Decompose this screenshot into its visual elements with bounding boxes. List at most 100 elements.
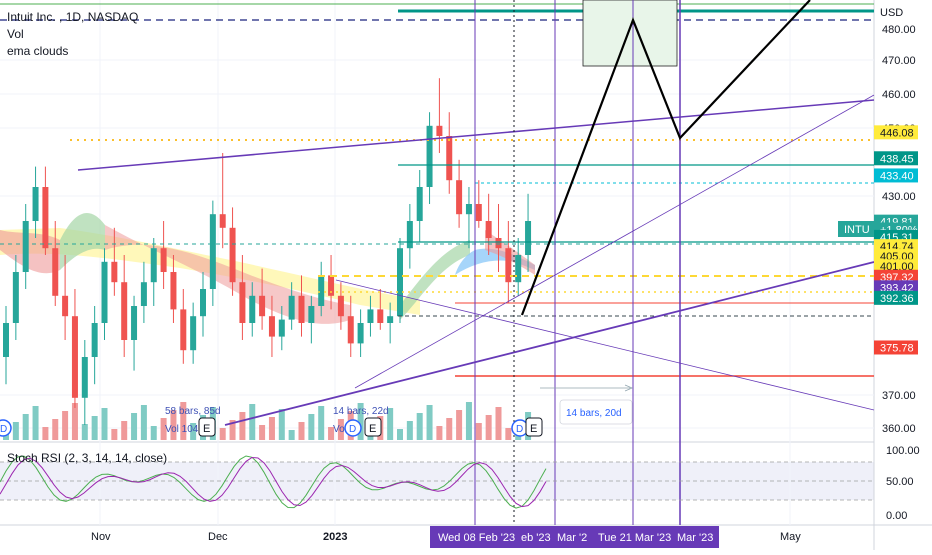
candle-body[interactable]: [121, 282, 128, 340]
candle-body[interactable]: [308, 306, 315, 323]
dividend-marker-1[interactable]: D: [0, 419, 12, 437]
dividend-marker-2[interactable]: D: [344, 419, 362, 437]
candle-body[interactable]: [150, 248, 157, 283]
candle-body[interactable]: [436, 125, 443, 136]
projection-box[interactable]: [582, 0, 678, 67]
candle-body[interactable]: [337, 295, 344, 317]
dividend-marker-3[interactable]: D: [511, 419, 529, 437]
candle-body[interactable]: [81, 357, 88, 398]
candle-body[interactable]: [406, 221, 413, 249]
price-tags: 446.08438.45433.40419.81+1.80%415.31414.…: [874, 125, 918, 355]
legend-stoch-rsi[interactable]: Stoch RSI (2, 3, 14, 14, close): [7, 451, 168, 465]
price-tag[interactable]: 375.78: [874, 340, 918, 355]
volume-bar: [505, 428, 512, 440]
candle-body[interactable]: [387, 316, 394, 323]
volume-bar: [406, 421, 413, 440]
candle-body[interactable]: [288, 295, 295, 320]
earnings-marker-3[interactable]: E: [525, 417, 543, 437]
earnings-marker-1[interactable]: E: [198, 417, 216, 437]
candle-body[interactable]: [465, 204, 472, 215]
candle-body[interactable]: [140, 282, 147, 306]
price-tag[interactable]: 392.36: [874, 290, 918, 305]
candle-body[interactable]: [131, 306, 138, 340]
trendline-top[interactable]: [77, 99, 875, 171]
candle-body[interactable]: [71, 316, 78, 398]
time-label-feb: eb '23: [521, 532, 551, 544]
candle-body[interactable]: [91, 323, 98, 357]
time-label-mar-1: Mar '2: [557, 532, 587, 544]
candle-body[interactable]: [111, 261, 118, 283]
candle-body[interactable]: [219, 214, 226, 228]
candle-body[interactable]: [278, 319, 285, 337]
price-tag[interactable]: 438.45: [874, 151, 918, 166]
candle-body[interactable]: [229, 227, 236, 283]
candle-body[interactable]: [22, 221, 29, 272]
price-tag[interactable]: 433.40: [874, 168, 918, 183]
candle-body[interactable]: [190, 316, 197, 351]
stoch-rsi-k-line: [0, 455, 547, 509]
volume-bar: [121, 421, 128, 440]
candle-body[interactable]: [239, 282, 246, 323]
candle-body[interactable]: [180, 309, 187, 351]
candle-body[interactable]: [3, 323, 9, 357]
candle-body[interactable]: [505, 248, 512, 283]
candle-body[interactable]: [318, 275, 325, 306]
volume-bar: [239, 412, 246, 440]
candle-body[interactable]: [259, 295, 266, 317]
legend-ema-clouds[interactable]: ema clouds: [7, 44, 69, 58]
candle-body[interactable]: [249, 295, 256, 323]
volume-bar: [288, 430, 295, 440]
trendline-mid-up[interactable]: [354, 94, 875, 389]
candle-body[interactable]: [485, 221, 492, 238]
volume-bar: [170, 410, 177, 440]
projection-path[interactable]: [520, 0, 811, 316]
candle-body[interactable]: [32, 187, 39, 221]
earnings-marker-2[interactable]: E: [364, 417, 382, 437]
candle-body[interactable]: [209, 214, 216, 289]
candle-body[interactable]: [495, 238, 502, 249]
volume-bar: [131, 413, 138, 440]
candle-body[interactable]: [475, 204, 482, 221]
candle-body[interactable]: [52, 248, 59, 296]
candlesticks[interactable]: [3, 78, 532, 425]
candle-body[interactable]: [515, 255, 522, 283]
candle-body[interactable]: [170, 272, 177, 310]
candle-body[interactable]: [367, 309, 374, 323]
candle-body[interactable]: [377, 309, 384, 323]
candle-body[interactable]: [347, 316, 354, 344]
trendline-bottom[interactable]: [224, 261, 875, 426]
volume-bar: [298, 422, 305, 440]
volume-bar: [22, 414, 29, 440]
candle-body[interactable]: [446, 136, 453, 181]
candle-body[interactable]: [426, 125, 433, 187]
legend-volume[interactable]: Vol: [7, 27, 24, 41]
volume-bar: [337, 419, 344, 440]
candle-body[interactable]: [62, 295, 69, 317]
price-tag-text: 446.08: [880, 127, 914, 139]
candle-body[interactable]: [397, 248, 403, 317]
candle-body[interactable]: [160, 248, 167, 272]
candle-body[interactable]: [456, 180, 463, 215]
candle-body[interactable]: [357, 323, 364, 344]
volume-bar: [446, 418, 453, 440]
candle-body[interactable]: [42, 187, 49, 249]
candle-body[interactable]: [268, 316, 275, 337]
candle-body[interactable]: [525, 221, 532, 255]
price-tag[interactable]: 446.08: [874, 125, 918, 140]
candle-body[interactable]: [200, 289, 206, 317]
price-axis: USD 480.00 470.00 460.00 450.00 430.00 3…: [874, 7, 920, 522]
trendlines: [77, 94, 875, 426]
candle-body[interactable]: [101, 261, 108, 323]
candle-body[interactable]: [12, 272, 19, 323]
trendline-down[interactable]: [335, 279, 875, 411]
candle-body[interactable]: [416, 187, 423, 221]
legend-symbol[interactable]: Intuit Inc. , 1D, NASDAQ: [7, 10, 139, 24]
price-tick-370: 370.00: [882, 390, 916, 402]
volume-bar: [62, 411, 69, 440]
svg-text:D: D: [516, 424, 523, 435]
candle-body[interactable]: [328, 275, 335, 296]
candle-body[interactable]: [298, 295, 305, 323]
stoch-rsi-d-line: [0, 456, 547, 508]
